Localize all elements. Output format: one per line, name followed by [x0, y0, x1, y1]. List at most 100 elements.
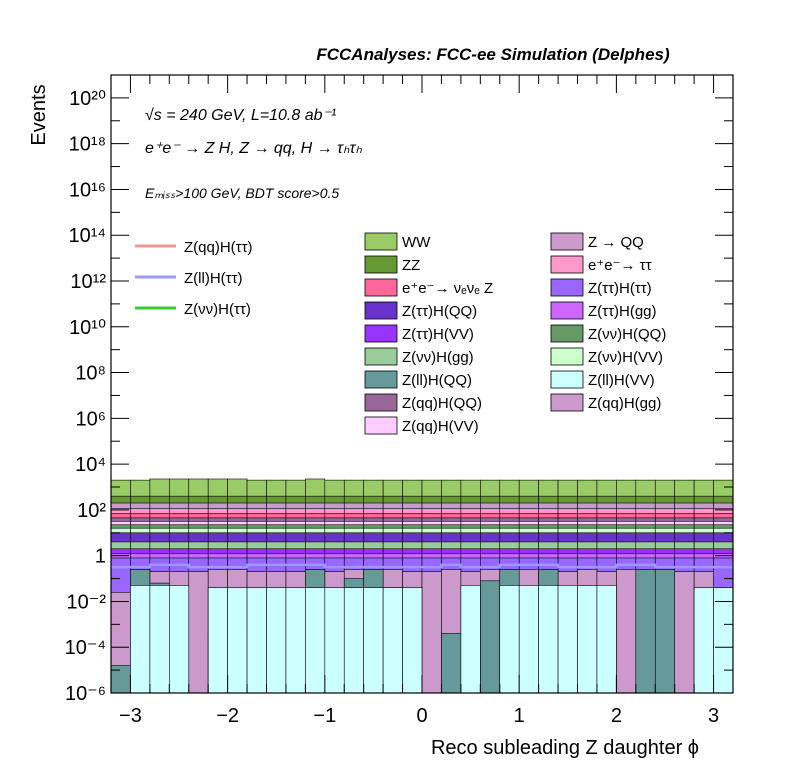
energy-lumi-label: √s = 240 GeV, L=10.8 ab⁻¹: [145, 107, 336, 124]
y-tick-label: 10⁻⁶: [65, 683, 106, 705]
legend-label: Z(νν)H(VV): [588, 349, 663, 366]
bar: [616, 569, 637, 694]
x-tick-label: −1: [313, 705, 336, 727]
bar: [324, 587, 345, 694]
legend-swatch: [550, 370, 584, 389]
legend-entry-z-h-gg: Z(νν)H(gg): [364, 347, 474, 366]
x-tick-label: 1: [514, 705, 525, 727]
bar: [635, 569, 656, 694]
legend-entry-e-e-z: e⁺e⁻→ νₑνₑ Z: [364, 278, 493, 297]
legend-entry-z-qq-h-qq: Z(qq)H(QQ): [364, 393, 482, 412]
y-tick-label: 10⁻²: [67, 591, 107, 613]
bar: [169, 585, 190, 694]
legend-label: Z(ll)H(QQ): [402, 372, 472, 389]
legend-label: e⁺e⁻→ ττ: [588, 257, 652, 274]
bar: [499, 585, 520, 694]
bar: [518, 585, 539, 694]
y-tick-label: 10⁴: [75, 454, 106, 476]
legend-swatch: [550, 278, 584, 297]
signal-lines: [111, 563, 733, 569]
bar: [693, 587, 714, 694]
legend-label: e⁺e⁻→ νₑνₑ Z: [402, 280, 493, 297]
y-tick-label: 10⁻⁴: [65, 637, 106, 659]
y-tick-label: 10²⁰: [69, 88, 106, 110]
legend-label: Z → QQ: [588, 234, 644, 251]
legend-label: Z(ll)H(ττ): [184, 270, 243, 287]
y-tick-label: 1: [95, 546, 106, 568]
bar: [596, 585, 617, 694]
bar: [538, 585, 559, 694]
legend-entry-z-h: Z(νν)H(ττ): [135, 301, 251, 318]
bar: [130, 585, 151, 694]
legend-swatch: [550, 301, 584, 320]
x-tick-label: 0: [416, 705, 427, 727]
legend-entry-z-ll-h-qq: Z(ll)H(QQ): [364, 370, 472, 389]
legend-entry-zz: ZZ: [364, 255, 420, 274]
legend-stack: WW Z → QQ ZZ e⁺e⁻→ ττ e⁺e⁻→ νₑνₑ Z Z(ττ)H(ττ)…: [364, 232, 666, 435]
x-axis-label: Reco subleading Z daughter ϕ: [431, 737, 699, 759]
legend-swatch: [550, 347, 584, 366]
legend-entry-z-qq-h-gg: Z(qq)H(gg): [550, 393, 661, 412]
legend-entry-z-h-vv: Z(ττ)H(VV): [364, 324, 474, 343]
bar: [285, 587, 306, 694]
bar: [207, 587, 228, 694]
y-axis-label: Events: [28, 84, 50, 145]
legend-label: Z(ττ)H(ττ): [588, 280, 652, 297]
bar: [421, 571, 442, 694]
legend-label: Z(qq)H(QQ): [402, 395, 482, 412]
legend-label: Z(νν)H(QQ): [588, 326, 666, 343]
selection-label: Eₘᵢₛₛ>100 GeV, BDT score>0.5: [145, 185, 339, 201]
y-tick-label: 10¹⁶: [69, 179, 106, 201]
bar: [246, 587, 267, 694]
bar: [402, 587, 423, 694]
legend-entry-z-h-vv: Z(νν)H(VV): [550, 347, 663, 366]
legend-swatch: [550, 324, 584, 343]
x-tick-label: 3: [708, 705, 719, 727]
legend-swatch: [550, 255, 584, 274]
stack-z-ll-h-vv: [130, 585, 734, 694]
bar: [713, 587, 734, 694]
y-tick-label: 10¹⁰: [69, 317, 106, 339]
bar: [557, 585, 578, 694]
bar: [654, 569, 675, 694]
axis-ticks: −3 −2 −1 0 1 2 3 10⁻⁶ 10⁻⁴ 10⁻² 1 10² 10⁴ 10⁶ 10⁸ 10¹⁰ 1…: [65, 74, 734, 727]
y-tick-label: 10¹⁴: [69, 225, 107, 247]
legend-label: Z(ll)H(VV): [588, 372, 655, 389]
legend-entry-z-ll-h: Z(ll)H(ττ): [135, 270, 243, 287]
bar: [305, 587, 326, 694]
bar: [343, 587, 364, 694]
legend-entry-z-h-qq: Z(νν)H(QQ): [550, 324, 666, 343]
legend-label: Z(qq)H(ττ): [184, 239, 253, 256]
bar: [460, 585, 481, 694]
legend-swatch: [364, 255, 398, 274]
legend-entry-z-qq: Z → QQ: [550, 232, 644, 251]
bar: [266, 587, 287, 694]
bar: [363, 587, 384, 694]
bar: [149, 585, 170, 694]
bar: [674, 571, 695, 694]
chart-title: FCCAnalyses: FCC-ee Simulation (Delphes): [316, 45, 670, 64]
bar: [577, 585, 598, 694]
x-tick-label: −2: [216, 705, 239, 727]
legend-entry-z-h: Z(ττ)H(ττ): [550, 278, 652, 297]
legend-entry-ww: WW: [364, 232, 431, 251]
legend-swatch: [364, 416, 398, 435]
legend-entry-e-e: e⁺e⁻→ ττ: [550, 255, 652, 274]
bar: [188, 571, 209, 694]
legend-label: Z(ττ)H(QQ): [402, 303, 477, 320]
legend-swatch: [364, 324, 398, 343]
legend-label: Z(qq)H(VV): [402, 418, 479, 435]
y-tick-label: 10²: [77, 500, 106, 522]
legend-label: Z(νν)H(ττ): [184, 301, 251, 318]
legend-label: Z(ττ)H(gg): [588, 303, 657, 320]
legend-swatch: [364, 278, 398, 297]
y-tick-label: 10¹⁸: [69, 134, 106, 156]
legend-entry-z-qq-h: Z(qq)H(ττ): [135, 239, 253, 256]
y-tick-label: 10⁸: [75, 363, 106, 385]
y-tick-label: 10⁶: [76, 408, 106, 430]
legend-swatch: [364, 347, 398, 366]
legend-swatch: [364, 232, 398, 251]
legend-lines: Z(qq)H(ττ) Z(ll)H(ττ) Z(νν)H(ττ): [135, 239, 253, 318]
legend-label: Z(qq)H(gg): [588, 395, 661, 412]
